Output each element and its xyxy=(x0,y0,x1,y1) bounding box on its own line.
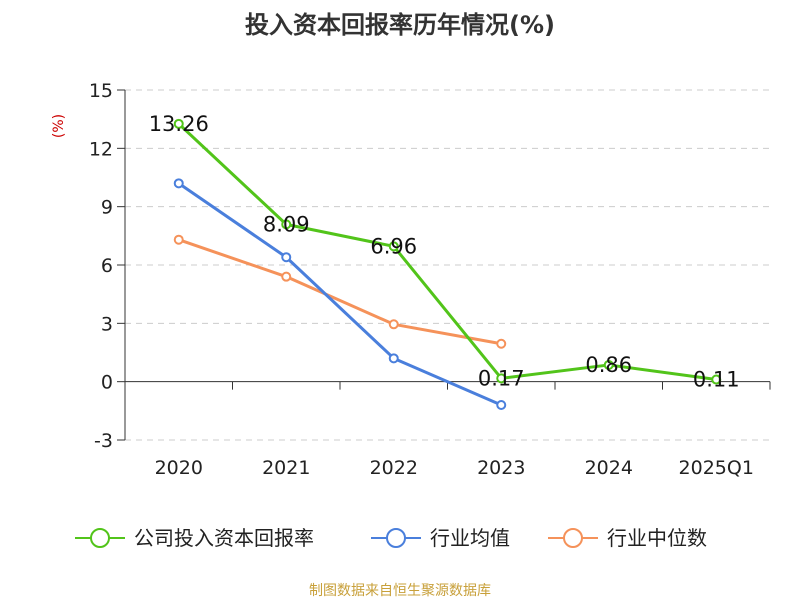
y-tick-label: 0 xyxy=(101,372,113,394)
y-axis-label: (%) xyxy=(51,114,67,138)
x-tick-label: 2023 xyxy=(477,457,525,479)
data-point xyxy=(388,241,399,252)
series-1 xyxy=(173,178,507,410)
legend-item: 公司投入资本回报率 xyxy=(75,526,314,550)
data-label: 0.17 xyxy=(478,366,525,390)
legend-label: 行业均值 xyxy=(430,526,510,550)
data-label: 13.26 xyxy=(149,112,209,136)
data-point xyxy=(281,219,292,230)
data-point xyxy=(711,374,722,385)
x-tick-label: 2020 xyxy=(155,457,203,479)
series-line xyxy=(177,182,502,407)
legend-swatch-marker xyxy=(563,528,583,548)
y-tick-label: 6 xyxy=(101,255,113,277)
y-tick-label: -3 xyxy=(94,430,113,452)
x-tick-label: 2025Q1 xyxy=(679,457,754,479)
data-label: 0.11 xyxy=(693,368,740,392)
data-label: 0.86 xyxy=(585,353,632,377)
data-point xyxy=(496,400,507,410)
axes: 15 12 9 6 3 0 -3 2020 2021 2022 2023 2024 2025Q1 xyxy=(89,80,771,479)
x-tick-label: 2022 xyxy=(370,457,418,479)
y-tick-label: 3 xyxy=(101,313,113,335)
series-line xyxy=(177,122,717,382)
source-note: 制图数据来自恒生聚源数据库 xyxy=(309,583,491,599)
data-point xyxy=(496,373,507,384)
data-point xyxy=(281,252,292,263)
y-tick-label: 15 xyxy=(89,80,113,102)
series-layer: 13.26 8.09 6.96 0.17 0.86 0.11 xyxy=(149,112,740,410)
data-point xyxy=(603,359,614,370)
data-point xyxy=(388,319,399,330)
x-tick-label: 2021 xyxy=(262,457,310,479)
chart-title: 投入资本回报率历年情况(%) xyxy=(245,11,555,39)
data-point xyxy=(173,118,184,129)
legend-swatch-marker xyxy=(386,528,406,548)
data-point xyxy=(173,178,184,189)
data-label: 8.09 xyxy=(263,212,310,236)
y-tick-label: 9 xyxy=(101,197,113,219)
legend-swatch-marker xyxy=(90,528,110,548)
data-point xyxy=(496,338,507,349)
legend-label: 行业中位数 xyxy=(607,526,707,550)
y-tick-label: 12 xyxy=(89,138,113,160)
legend-label: 公司投入资本回报率 xyxy=(134,526,314,550)
legend-item: 行业均值 xyxy=(371,526,510,550)
data-point xyxy=(281,271,292,282)
series-2 xyxy=(173,234,507,349)
legend-item: 行业中位数 xyxy=(548,526,707,550)
grid-lines xyxy=(125,89,770,441)
x-tick-label: 2024 xyxy=(585,457,633,479)
legend: 公司投入资本回报率 行业均值 行业中位数 xyxy=(75,526,707,550)
data-point xyxy=(388,353,399,364)
data-point xyxy=(173,234,184,245)
data-label: 6.96 xyxy=(370,234,417,258)
series-line xyxy=(178,238,502,346)
series-0 xyxy=(173,118,722,385)
